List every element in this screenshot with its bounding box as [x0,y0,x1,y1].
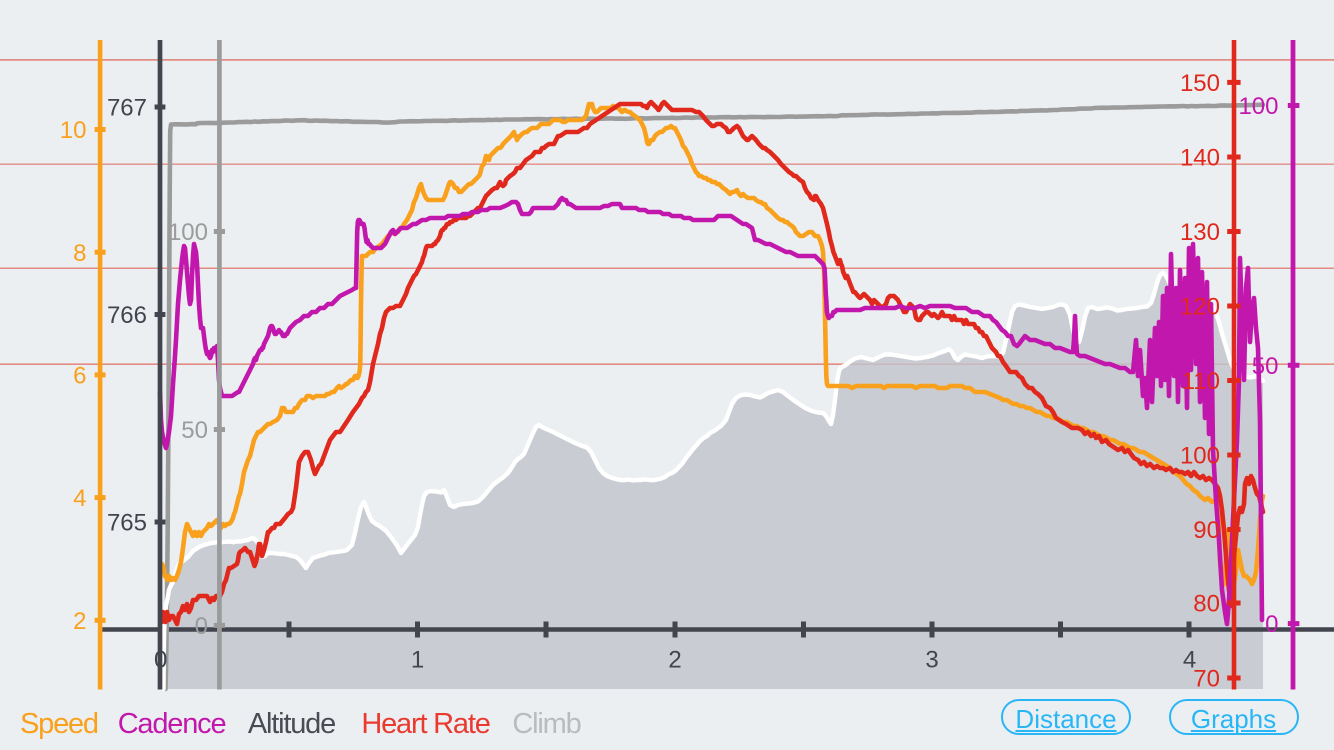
svg-text:90: 90 [1193,517,1220,544]
svg-text:0: 0 [195,613,208,640]
svg-text:1: 1 [411,647,424,674]
svg-text:4: 4 [73,485,86,512]
svg-text:767: 767 [107,95,147,122]
svg-text:765: 765 [107,510,147,537]
svg-text:4: 4 [1183,647,1196,674]
svg-text:120: 120 [1180,294,1220,321]
svg-text:140: 140 [1180,145,1220,172]
svg-text:2: 2 [668,647,681,674]
svg-text:766: 766 [107,302,147,329]
svg-text:3: 3 [925,647,938,674]
svg-text:70: 70 [1193,666,1220,693]
svg-text:8: 8 [73,240,86,267]
svg-text:0: 0 [154,647,167,674]
svg-text:80: 80 [1193,591,1220,618]
svg-text:50: 50 [181,417,208,444]
svg-text:6: 6 [73,363,86,390]
svg-text:130: 130 [1180,219,1220,246]
svg-text:100: 100 [1238,93,1278,120]
svg-text:100: 100 [168,219,208,246]
svg-text:110: 110 [1182,368,1220,395]
svg-text:2: 2 [73,608,86,635]
svg-text:150: 150 [1180,70,1220,97]
svg-text:10: 10 [60,117,87,144]
svg-text:100: 100 [1180,443,1220,470]
svg-text:50: 50 [1252,353,1279,380]
svg-text:0: 0 [1265,611,1278,638]
